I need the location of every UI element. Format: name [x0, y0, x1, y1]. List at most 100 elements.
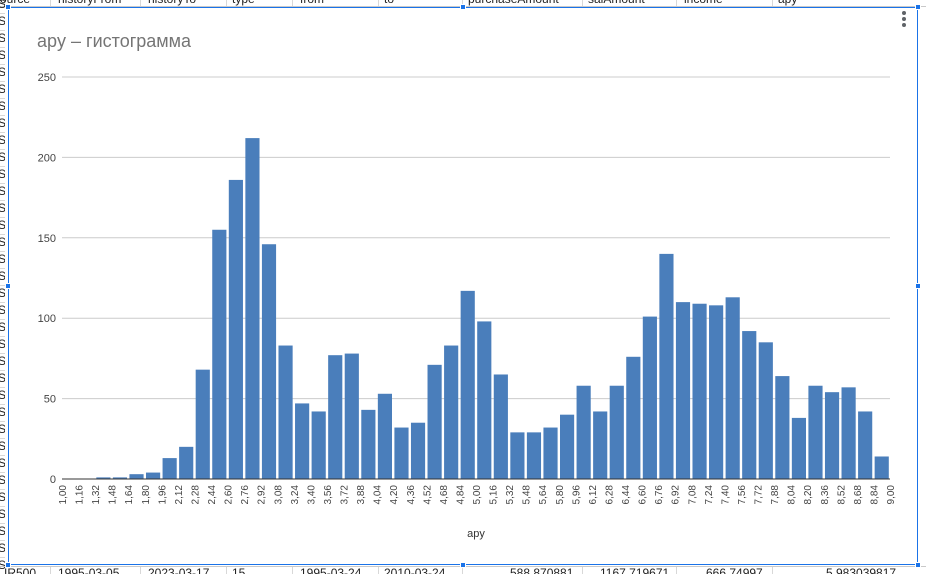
cell-apy[interactable]: 5.983039817 — [826, 566, 897, 574]
cell-history-to[interactable]: 2023-03-17 — [148, 566, 210, 574]
column-header-apy[interactable]: apy — [778, 0, 797, 6]
column-divider — [50, 567, 51, 574]
menu-dot — [902, 11, 906, 15]
menu-dot — [902, 23, 906, 27]
x-tick-label: 8,52 — [836, 485, 847, 505]
x-tick-label: 2,60 — [224, 485, 235, 505]
row-cell[interactable]: S — [0, 472, 5, 490]
column-header-history-to[interactable]: historyTo — [148, 0, 196, 6]
row-cell[interactable]: S — [0, 0, 5, 14]
row-cell[interactable]: S — [0, 30, 5, 48]
cell-purchase-amount[interactable]: 588.870881 — [510, 566, 574, 574]
row-cell[interactable]: S — [0, 251, 5, 269]
histogram-bar — [791, 417, 806, 479]
row-cell[interactable]: S — [0, 506, 5, 524]
cell-from[interactable]: 1995-03-24 — [300, 566, 362, 574]
histogram-bar — [96, 477, 111, 479]
column-header-sal-amount[interactable]: salAmount — [588, 0, 645, 6]
resize-handle-top[interactable] — [460, 4, 466, 10]
column-divider — [676, 567, 677, 574]
column-header-from[interactable]: from — [300, 0, 324, 6]
row-cell[interactable]: S — [0, 336, 5, 354]
chart-menu-icon[interactable] — [897, 11, 911, 31]
row-cell[interactable]: S — [0, 489, 5, 507]
x-tick-label: 2,76 — [240, 485, 251, 505]
row-cell[interactable]: S — [0, 455, 5, 473]
x-tick-label: 5,80 — [555, 485, 566, 505]
histogram-bar — [311, 411, 326, 479]
histogram-bar — [228, 179, 243, 480]
resize-handle-top-right[interactable] — [915, 4, 921, 10]
row-cell[interactable]: S — [0, 370, 5, 388]
histogram-bar — [344, 353, 359, 479]
x-axis-label: apy — [467, 528, 485, 540]
x-tick-label: 3,40 — [306, 485, 317, 505]
column-divider — [226, 567, 227, 574]
histogram-bar — [709, 305, 724, 479]
histogram-bar — [195, 369, 210, 479]
row-cell[interactable]: S — [0, 64, 5, 82]
column-divider — [292, 567, 293, 574]
histogram-bar — [245, 138, 260, 479]
cell-income[interactable]: 666.74997 — [706, 566, 763, 574]
chart-title: apy – гистограмма — [37, 31, 192, 51]
row-cell[interactable]: S — [0, 217, 5, 235]
column-header-purchase-amount[interactable]: purchaseAmount — [468, 0, 559, 6]
row-cell[interactable]: S — [0, 387, 5, 405]
histogram-bar — [460, 290, 475, 479]
column-divider — [378, 567, 379, 574]
row-cell[interactable]: S — [0, 404, 5, 422]
column-divider — [378, 0, 379, 6]
row-cell[interactable]: S — [0, 234, 5, 252]
histogram-bar — [377, 393, 392, 479]
resize-handle-top-left[interactable] — [5, 4, 11, 10]
x-tick-label: 5,64 — [538, 485, 549, 505]
resize-handle-left[interactable] — [5, 283, 11, 289]
column-header-to[interactable]: to — [384, 0, 394, 6]
resize-handle-right[interactable] — [915, 283, 921, 289]
resize-handle-bottom-left[interactable] — [5, 562, 11, 568]
resize-handle-bottom[interactable] — [460, 562, 466, 568]
row-cell[interactable]: S — [0, 319, 5, 337]
histogram-bar — [808, 385, 823, 479]
row-cell[interactable]: S — [0, 421, 5, 439]
column-header-type[interactable]: type — [232, 0, 255, 6]
x-tick-label: 3,56 — [323, 485, 334, 505]
row-cell[interactable]: S — [0, 200, 5, 218]
row-cell[interactable]: S — [0, 47, 5, 65]
row-cell[interactable]: S — [0, 166, 5, 184]
row-cell[interactable]: S — [0, 353, 5, 371]
x-tick-label: 7,72 — [754, 485, 765, 505]
x-tick-label: 4,52 — [422, 485, 433, 505]
row-cell[interactable]: S — [0, 438, 5, 456]
y-tick-label: 50 — [44, 394, 56, 406]
column-divider — [140, 0, 141, 6]
column-header-history-from[interactable]: historyFrom — [58, 0, 121, 6]
histogram-bar — [543, 427, 558, 479]
resize-handle-bottom-right[interactable] — [915, 562, 921, 568]
row-cell[interactable]: S — [0, 523, 5, 541]
cell-to[interactable]: 2010-03-24 — [384, 566, 446, 574]
row-cell[interactable]: S — [0, 302, 5, 320]
y-tick-label: 150 — [38, 233, 56, 245]
row-cell[interactable]: S — [0, 98, 5, 116]
cell-sal-amount[interactable]: 1167.719671 — [600, 566, 670, 574]
row-cell[interactable]: S — [0, 285, 5, 303]
cell-history-from[interactable]: 1995-03-05 — [58, 566, 120, 574]
x-tick-label: 5,96 — [571, 485, 582, 505]
row-cell[interactable]: S — [0, 268, 5, 286]
row-cell[interactable]: S — [0, 540, 5, 558]
row-cell[interactable]: S — [0, 183, 5, 201]
row-cell[interactable]: S — [0, 557, 5, 573]
column-header-income[interactable]: income — [684, 0, 723, 6]
row-cell[interactable]: S — [0, 115, 5, 133]
cell-source[interactable]: IR500 — [4, 566, 37, 574]
histogram-bar — [593, 411, 608, 479]
menu-dot — [902, 17, 906, 21]
column-header-source[interactable]: ource — [0, 0, 30, 6]
row-cell[interactable]: S — [0, 13, 5, 31]
row-cell[interactable]: S — [0, 81, 5, 99]
row-cell[interactable]: S — [0, 149, 5, 167]
row-cell[interactable]: S — [0, 132, 5, 150]
cell-type[interactable]: 15 — [232, 566, 246, 574]
